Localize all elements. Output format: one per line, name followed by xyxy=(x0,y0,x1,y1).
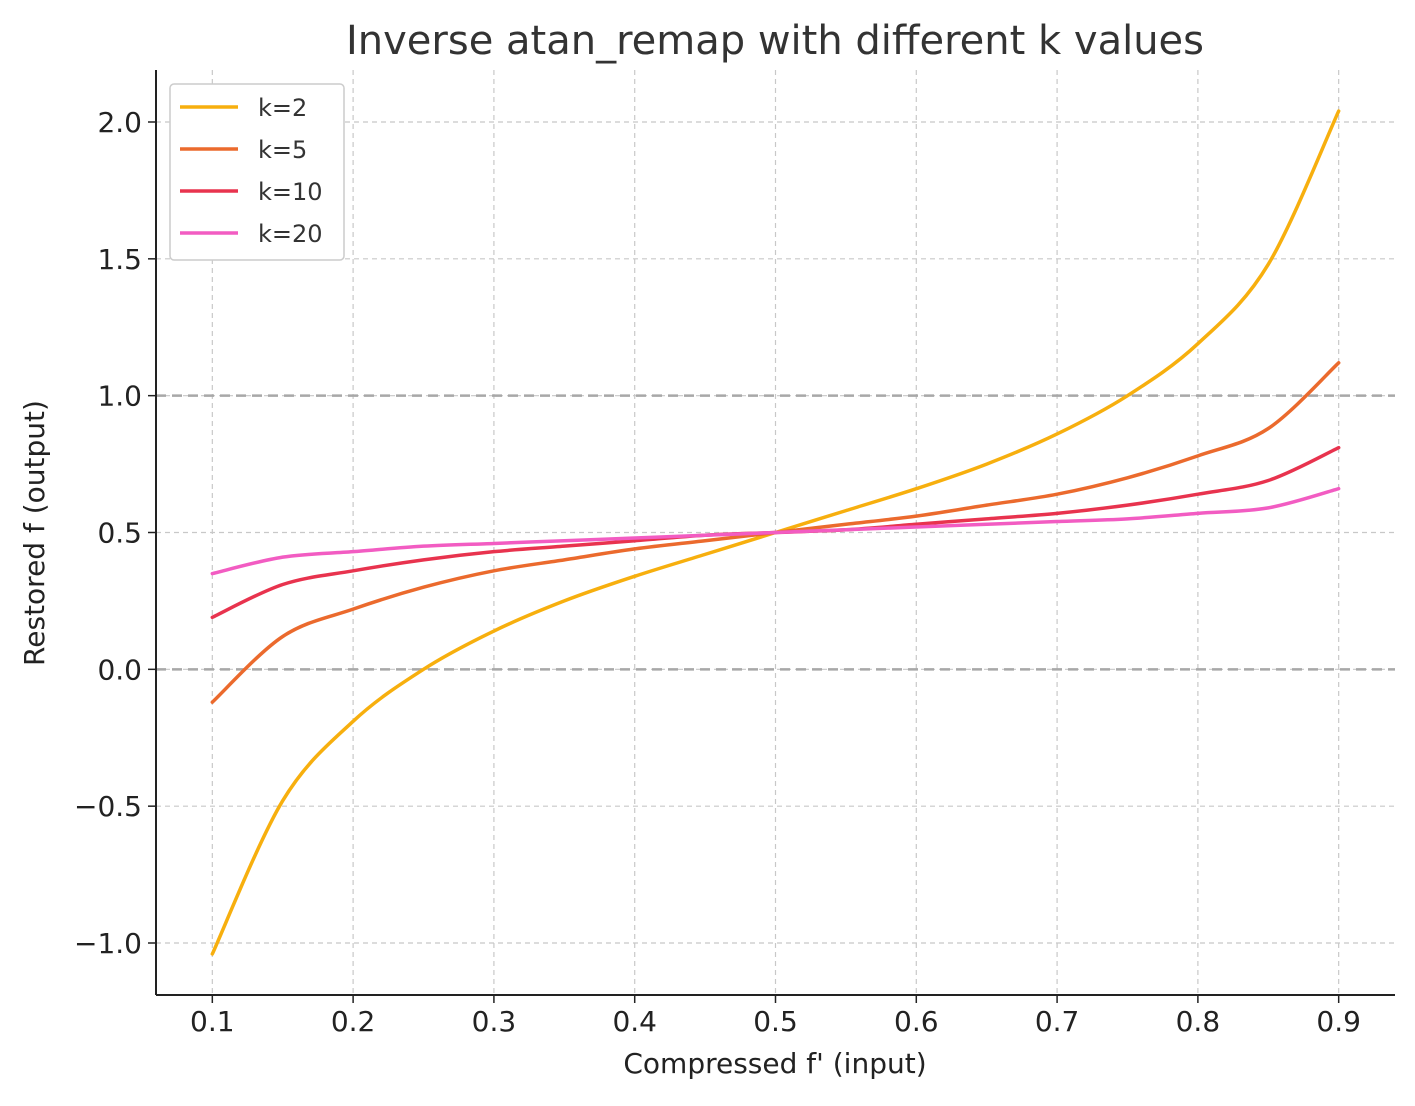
y-tick-label: −0.5 xyxy=(74,790,142,823)
legend-box xyxy=(169,83,345,261)
y-tick-label: 2.0 xyxy=(97,106,142,139)
series-line-k-20 xyxy=(210,486,1341,576)
x-axis-ticks: 0.1 0.2 0.3 0.4 0.5 0.6 0.7 0.8 0.9 xyxy=(190,995,1361,1038)
y-axis-label: Restored f (output) xyxy=(18,400,51,666)
legend-label-k-2: k=2 xyxy=(258,94,307,122)
x-tick-label: 0.6 xyxy=(894,1005,939,1038)
x-tick-label: 0.8 xyxy=(1176,1005,1221,1038)
y-tick-label: 1.5 xyxy=(97,243,142,276)
reference-lines xyxy=(156,394,1395,671)
x-tick-label: 0.2 xyxy=(331,1005,376,1038)
legend: k=2 k=5 k=10 k=20 xyxy=(169,83,345,261)
y-tick-label: −1.0 xyxy=(74,927,142,960)
y-tick-label: 0.0 xyxy=(97,653,142,686)
y-axis-ticks: −1.0 −0.5 0.0 0.5 1.0 1.5 2.0 xyxy=(74,106,156,960)
y-tick-label: 0.5 xyxy=(97,517,142,550)
x-tick-label: 0.7 xyxy=(1035,1005,1080,1038)
x-tick-label: 0.9 xyxy=(1316,1005,1361,1038)
legend-label-k-20: k=20 xyxy=(258,220,323,248)
x-tick-label: 0.4 xyxy=(612,1005,657,1038)
x-axis-label: Compressed f' (input) xyxy=(623,1047,926,1080)
series-lines xyxy=(210,109,1341,956)
chart-title: Inverse atan_remap with different k valu… xyxy=(346,18,1204,64)
legend-label-k-5: k=5 xyxy=(258,136,307,164)
x-tick-label: 0.3 xyxy=(472,1005,517,1038)
x-tick-label: 0.5 xyxy=(753,1005,798,1038)
x-tick-label: 0.1 xyxy=(190,1005,235,1038)
legend-label-k-10: k=10 xyxy=(258,178,323,206)
y-tick-label: 1.0 xyxy=(97,380,142,413)
